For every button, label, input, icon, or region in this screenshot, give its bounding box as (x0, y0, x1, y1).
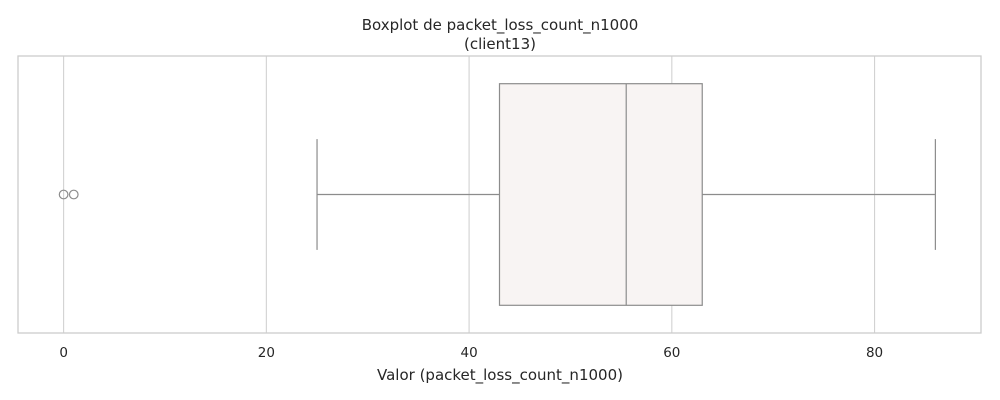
chart-subtitle: (client13) (464, 35, 536, 53)
outlier-point-0 (58, 189, 69, 200)
plot-frame (17, 55, 982, 334)
x-tick-label-60: 60 (663, 345, 680, 361)
x-tick-labels: 0 20 40 60 80 (59, 345, 883, 361)
boxplot-marks (58, 83, 936, 306)
x-tick-label-80: 80 (866, 345, 883, 361)
chart-title: Boxplot de packet_loss_count_n1000 (362, 16, 639, 35)
outlier-point-1 (68, 189, 79, 200)
x-axis-label: Valor (packet_loss_count_n1000) (377, 366, 623, 385)
x-tick-label-20: 20 (258, 345, 275, 361)
interquartile-box (498, 83, 703, 306)
x-tick-label-40: 40 (460, 345, 477, 361)
x-tick-label-0: 0 (59, 345, 68, 361)
